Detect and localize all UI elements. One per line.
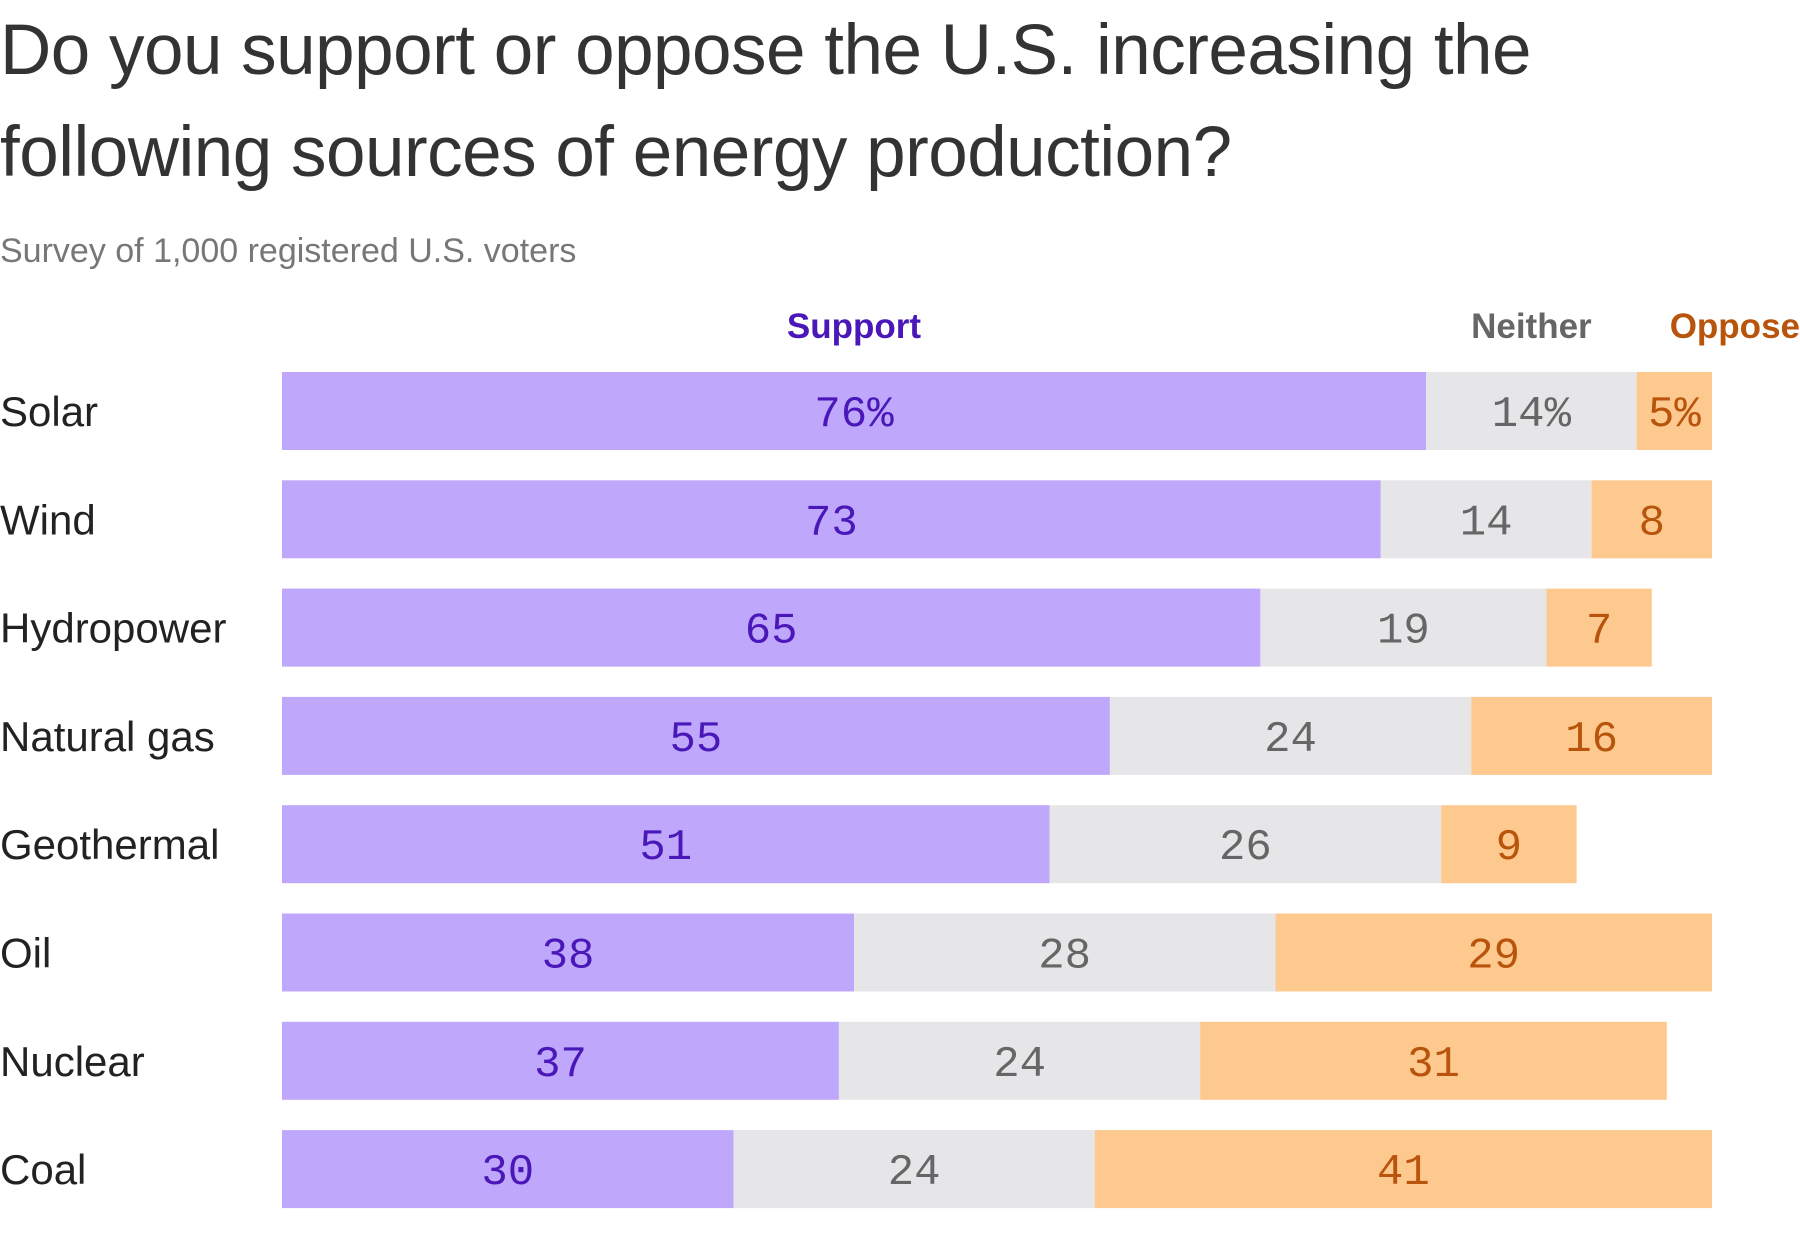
value-label-oppose-geothermal: 9 bbox=[1496, 823, 1522, 873]
category-label-hydropower: Hydropower bbox=[0, 605, 226, 652]
bar-segment-oppose-nuclear bbox=[1200, 1021, 1667, 1100]
value-label-neither-hydropower: 19 bbox=[1377, 607, 1430, 657]
value-label-oppose-solar: 5% bbox=[1648, 390, 1701, 440]
bar-segment-neither-geothermal bbox=[1049, 805, 1442, 884]
value-label-oppose-coal: 41 bbox=[1377, 1148, 1430, 1198]
value-label-support-wind: 73 bbox=[805, 498, 858, 548]
bar-segment-neither-wind bbox=[1380, 480, 1592, 559]
value-label-oppose-hydropower: 7 bbox=[1586, 607, 1612, 657]
value-label-neither-nuclear: 24 bbox=[993, 1040, 1046, 1090]
value-label-support-oil: 38 bbox=[542, 932, 595, 982]
chart-title: Do you support or oppose the U.S. increa… bbox=[0, 11, 1532, 192]
value-label-oppose-wind: 8 bbox=[1639, 498, 1665, 548]
value-label-neither-natural-gas: 24 bbox=[1264, 715, 1317, 765]
bar-segment-oppose-wind bbox=[1591, 480, 1712, 559]
value-label-neither-wind: 14 bbox=[1460, 498, 1513, 548]
bar-segment-oppose-hydropower bbox=[1546, 588, 1652, 667]
bar-segment-oppose-geothermal bbox=[1441, 805, 1577, 884]
category-label-wind: Wind bbox=[0, 496, 96, 543]
category-label-geothermal: Geothermal bbox=[0, 821, 219, 868]
bar-segment-neither-oil bbox=[854, 913, 1276, 992]
category-label-nuclear: Nuclear bbox=[0, 1038, 145, 1085]
bar-segment-support-wind bbox=[282, 480, 1381, 559]
legend-label-oppose: Oppose bbox=[1670, 307, 1800, 346]
bar-segment-neither-nuclear bbox=[838, 1021, 1201, 1100]
value-label-oppose-oil: 29 bbox=[1467, 932, 1520, 982]
value-label-oppose-natural-gas: 16 bbox=[1565, 715, 1618, 765]
category-label-solar: Solar bbox=[0, 388, 98, 435]
bar-segment-support-coal bbox=[282, 1130, 734, 1209]
category-label-oil: Oil bbox=[0, 930, 51, 977]
value-label-support-geothermal: 51 bbox=[639, 823, 692, 873]
value-label-neither-solar: 14% bbox=[1492, 390, 1572, 440]
bar-segment-neither-solar bbox=[1426, 372, 1637, 450]
legend-label-neither: Neither bbox=[1471, 307, 1592, 346]
bar-segment-support-hydropower bbox=[282, 588, 1261, 667]
bar-segment-oppose-oil bbox=[1275, 913, 1712, 992]
bar-segment-support-geothermal bbox=[282, 805, 1050, 884]
value-label-neither-oil: 28 bbox=[1038, 932, 1091, 982]
chart-subtitle: Survey of 1,000 registered U.S. voters bbox=[0, 232, 577, 270]
value-label-neither-geothermal: 26 bbox=[1219, 823, 1272, 873]
value-label-support-nuclear: 37 bbox=[534, 1040, 587, 1090]
value-label-support-coal: 30 bbox=[481, 1148, 534, 1198]
bar-segment-support-solar bbox=[282, 372, 1426, 450]
bar-segment-oppose-natural-gas bbox=[1471, 696, 1712, 775]
bar-segment-support-nuclear bbox=[282, 1021, 839, 1100]
value-label-neither-coal: 24 bbox=[888, 1148, 941, 1198]
value-label-support-natural-gas: 55 bbox=[669, 715, 722, 765]
bar-segment-neither-coal bbox=[733, 1130, 1095, 1209]
category-label-natural-gas: Natural gas bbox=[0, 713, 215, 760]
value-label-support-hydropower: 65 bbox=[745, 607, 798, 657]
bar-segment-support-natural-gas bbox=[282, 696, 1110, 775]
value-label-support-solar: 76% bbox=[814, 390, 894, 440]
bar-segment-neither-hydropower bbox=[1260, 588, 1547, 667]
bar-segment-support-oil bbox=[282, 913, 854, 992]
bar-segment-oppose-coal bbox=[1094, 1130, 1712, 1209]
legend-label-support: Support bbox=[787, 307, 921, 346]
category-label-coal: Coal bbox=[0, 1146, 86, 1193]
value-label-oppose-nuclear: 31 bbox=[1407, 1040, 1460, 1090]
bar-segment-neither-natural-gas bbox=[1109, 696, 1472, 775]
bar-segment-oppose-solar bbox=[1636, 372, 1712, 450]
